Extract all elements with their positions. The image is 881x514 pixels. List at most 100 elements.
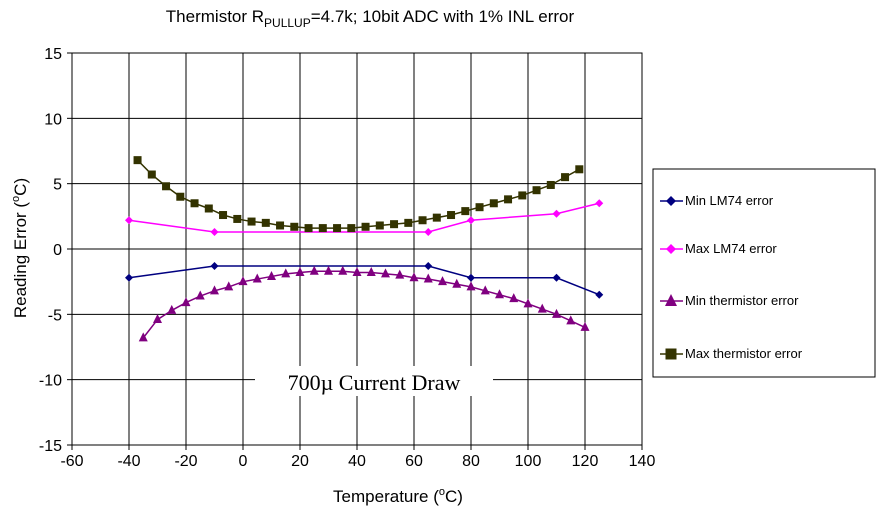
point-marker bbox=[375, 221, 384, 230]
point-marker bbox=[523, 298, 533, 308]
point-marker bbox=[324, 265, 333, 275]
point-marker bbox=[190, 199, 199, 208]
point-marker bbox=[125, 273, 133, 282]
point-marker bbox=[438, 276, 447, 286]
y-axis-label-end: C) bbox=[11, 178, 30, 196]
y-tick-label: -10 bbox=[39, 373, 62, 390]
point-marker bbox=[167, 304, 177, 314]
point-marker bbox=[561, 173, 570, 182]
series-2 bbox=[125, 199, 604, 237]
point-marker bbox=[566, 315, 576, 325]
legend-item-2: Max LM74 error bbox=[660, 241, 777, 256]
series-line bbox=[128, 202, 600, 233]
point-marker bbox=[409, 272, 419, 282]
point-marker bbox=[261, 218, 270, 227]
point-marker bbox=[295, 267, 305, 277]
point-marker bbox=[147, 170, 156, 179]
point-marker bbox=[333, 224, 342, 233]
x-tick-label: 0 bbox=[239, 453, 248, 470]
tick-labels: -60 -40 -20 0 20 40 60 80 100 120 140 15 10 5 0 -5 -10 -1… bbox=[39, 46, 656, 470]
x-axis-label-main: Temperature ( bbox=[333, 487, 439, 506]
point-marker bbox=[381, 268, 390, 278]
point-marker bbox=[304, 224, 313, 233]
point-marker bbox=[224, 281, 234, 291]
point-marker bbox=[276, 221, 285, 230]
point-marker bbox=[176, 192, 185, 201]
x-tick-label: -20 bbox=[174, 453, 197, 470]
point-marker bbox=[309, 265, 319, 275]
point-marker bbox=[238, 276, 248, 286]
x-tick-label: 40 bbox=[348, 453, 366, 470]
point-marker bbox=[537, 303, 547, 313]
point-marker bbox=[665, 348, 677, 360]
point-marker bbox=[181, 297, 191, 307]
chart-title-main: Thermistor R bbox=[166, 7, 264, 26]
point-marker bbox=[210, 261, 219, 270]
point-marker bbox=[466, 281, 476, 291]
x-tick-label: 100 bbox=[515, 453, 542, 470]
annotation-box bbox=[255, 366, 493, 396]
y-axis-label-sup: o bbox=[10, 196, 22, 202]
point-marker bbox=[195, 290, 205, 300]
y-tick-label: 5 bbox=[53, 177, 62, 194]
point-marker bbox=[666, 196, 676, 206]
point-marker bbox=[252, 273, 262, 283]
point-marker bbox=[475, 203, 484, 212]
point-marker bbox=[361, 222, 370, 231]
legend-item-4: Max thermistor error bbox=[660, 346, 803, 361]
point-marker bbox=[447, 211, 456, 220]
point-marker bbox=[552, 308, 561, 318]
point-marker bbox=[595, 290, 604, 299]
x-tick-label: -40 bbox=[117, 453, 140, 470]
y-tick-label: -15 bbox=[39, 438, 62, 455]
y-axis-label: Reading Error (oC) bbox=[10, 178, 30, 318]
point-marker bbox=[532, 186, 541, 195]
point-marker bbox=[204, 204, 213, 213]
point-marker bbox=[595, 199, 604, 208]
point-marker bbox=[666, 244, 676, 254]
point-marker bbox=[347, 224, 356, 233]
y-tick-label: 10 bbox=[44, 111, 62, 128]
legend-label: Max LM74 error bbox=[685, 241, 777, 256]
point-marker bbox=[480, 285, 490, 295]
x-tick-label: -60 bbox=[60, 453, 83, 470]
series-3 bbox=[138, 265, 590, 342]
point-marker bbox=[162, 182, 171, 191]
point-marker bbox=[247, 217, 256, 226]
x-tick-label: 120 bbox=[572, 453, 599, 470]
y-tick-label: -5 bbox=[48, 307, 62, 324]
point-marker bbox=[546, 180, 555, 189]
point-marker bbox=[509, 293, 519, 303]
point-marker bbox=[518, 191, 527, 200]
series-1 bbox=[125, 261, 604, 299]
point-marker bbox=[281, 268, 291, 278]
legend-item-3: Min thermistor error bbox=[660, 293, 799, 308]
point-marker bbox=[352, 267, 362, 277]
series-line bbox=[128, 265, 600, 296]
point-marker bbox=[424, 261, 433, 270]
point-marker bbox=[219, 211, 228, 220]
legend-box bbox=[652, 168, 876, 378]
point-marker bbox=[404, 218, 413, 227]
point-marker bbox=[210, 285, 219, 295]
x-tick-label: 60 bbox=[405, 453, 423, 470]
y-axis-label-main: Reading Error ( bbox=[11, 202, 30, 319]
point-marker bbox=[133, 156, 142, 165]
point-marker bbox=[366, 267, 376, 277]
point-marker bbox=[318, 224, 327, 233]
point-marker bbox=[418, 216, 427, 225]
chart-title-subscript: PULLUP bbox=[264, 16, 311, 30]
point-marker bbox=[138, 332, 148, 342]
y-tick-label: 15 bbox=[44, 46, 62, 63]
y-tick-label: 0 bbox=[53, 242, 62, 259]
chart-title-rest: =4.7k; 10bit ADC with 1% INL error bbox=[311, 7, 575, 26]
point-marker bbox=[461, 207, 470, 216]
point-marker bbox=[267, 270, 276, 280]
x-axis-label-sup: o bbox=[439, 486, 445, 498]
point-marker bbox=[552, 273, 561, 282]
point-marker bbox=[390, 220, 399, 229]
point-marker bbox=[580, 321, 590, 331]
point-marker bbox=[423, 273, 433, 283]
chart-title: Thermistor RPULLUP=4.7k; 10bit ADC with … bbox=[166, 7, 575, 30]
